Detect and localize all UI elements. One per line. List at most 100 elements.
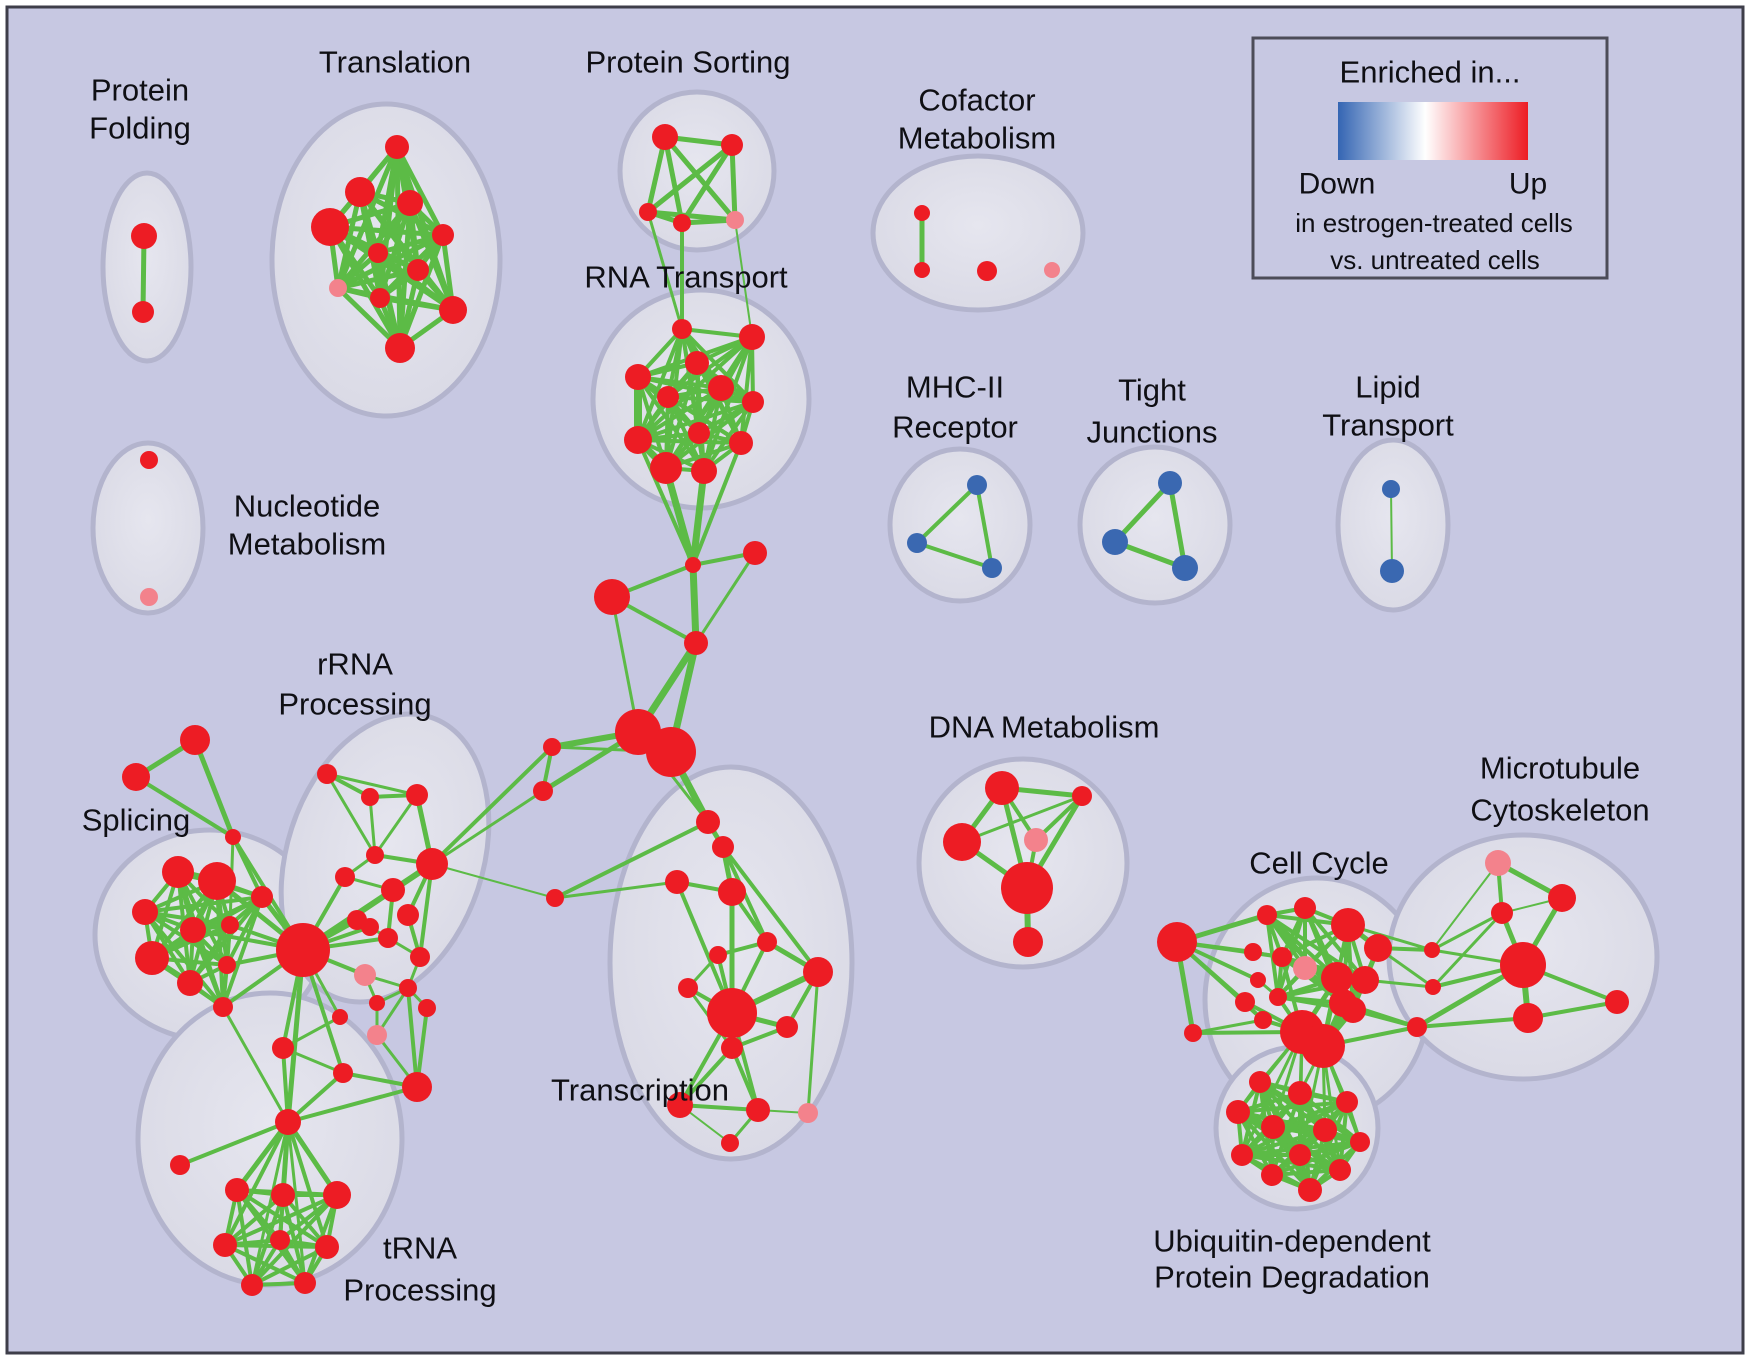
node-pink [1024,828,1048,852]
node-red [180,725,210,755]
edge [739,335,754,445]
node-red [1298,1178,1322,1202]
node-blue [1380,559,1404,583]
node-pink [329,279,347,297]
cluster-ellipse-cofactor-metabolism [870,153,1086,313]
node-red [272,1037,294,1059]
node-red [688,422,710,444]
edge [689,467,708,569]
cluster-label-translation: Translation [319,45,471,80]
node-red [718,878,746,906]
node-red [684,631,708,655]
edge [1112,480,1173,545]
node-red [1254,1011,1272,1029]
edge [286,1085,419,1124]
edge [325,772,419,797]
node-red [691,458,717,484]
edge [1430,911,1504,952]
edge [335,267,421,291]
edge [1167,480,1188,571]
edge [368,795,377,857]
figure-border [5,5,1745,1355]
cluster-label-protein-folding: Protein [91,73,189,108]
node-red [721,1037,743,1059]
cluster-label-protein-sorting: Protein Sorting [585,45,790,80]
node-red [546,889,564,907]
node-red [1313,1118,1337,1142]
edge [734,219,753,338]
node-red [407,259,429,281]
node-red [1244,943,1262,961]
cluster-label-transcription: Transcription [551,1073,729,1108]
edge [397,232,446,351]
node-red [1231,1144,1253,1166]
node-red [1272,947,1292,967]
node-red [1294,897,1316,919]
node-red [271,1183,295,1207]
node-red [943,823,981,861]
node-red [323,1181,351,1209]
edge [286,1120,307,1285]
node-red [1605,990,1629,1014]
node-red [1329,1159,1351,1181]
cluster-ellipses [90,89,1660,1288]
cluster-label-rrna-processing: Processing [278,687,431,722]
node-red [1491,902,1513,924]
edge [250,1193,339,1287]
node-blue [1158,471,1182,495]
edge [975,483,994,570]
node-red [1269,988,1287,1006]
edge [134,775,235,839]
cluster-label-microtubule-cytoskeleton: Microtubule [1480,751,1640,786]
node-red [368,243,388,263]
node-red [657,386,679,408]
edge [286,1120,329,1249]
cluster-label-rrna-processing: rRNA [317,647,393,682]
node-red [914,205,930,221]
node-red [361,918,379,936]
edge [430,789,545,866]
edge [188,895,264,985]
node-red [977,261,997,281]
node-pink [1485,850,1511,876]
cluster-label-protein-folding: Folding [89,111,191,146]
edge [689,561,700,647]
legend: Enriched in... Down Up in estrogen-treat… [1251,36,1609,280]
node-red [366,846,384,864]
node-red [180,917,206,943]
node-red [721,134,743,156]
node-red [122,763,150,791]
node-red [241,1274,263,1296]
node-red [335,867,355,887]
cluster-label-microtubule-cytoskeleton: Cytoskeleton [1470,793,1649,828]
edge [221,895,264,1009]
node-red [418,999,436,1017]
edge [636,400,755,442]
node-red [624,426,652,454]
edge [191,928,225,1009]
edge [806,970,820,1115]
edge [662,464,697,569]
cluster-label-lipid-transport: Lipid [1355,370,1421,405]
node-red [1250,972,1266,988]
node-red [381,878,405,902]
node-red [1425,979,1441,995]
node-pink [367,1025,387,1045]
node-red [315,1235,339,1259]
node-red [685,557,701,573]
node-red [678,978,698,998]
node-red [132,899,158,925]
edge [915,541,994,570]
node-red [1289,1144,1311,1166]
node-red [270,1230,290,1250]
edge [636,375,706,473]
node-red [131,223,157,249]
node-red [218,956,236,974]
cluster-label-rna-transport: RNA Transport [584,260,788,295]
node-red [1184,1024,1202,1042]
edge [1240,1128,1327,1157]
node-red [399,979,417,997]
